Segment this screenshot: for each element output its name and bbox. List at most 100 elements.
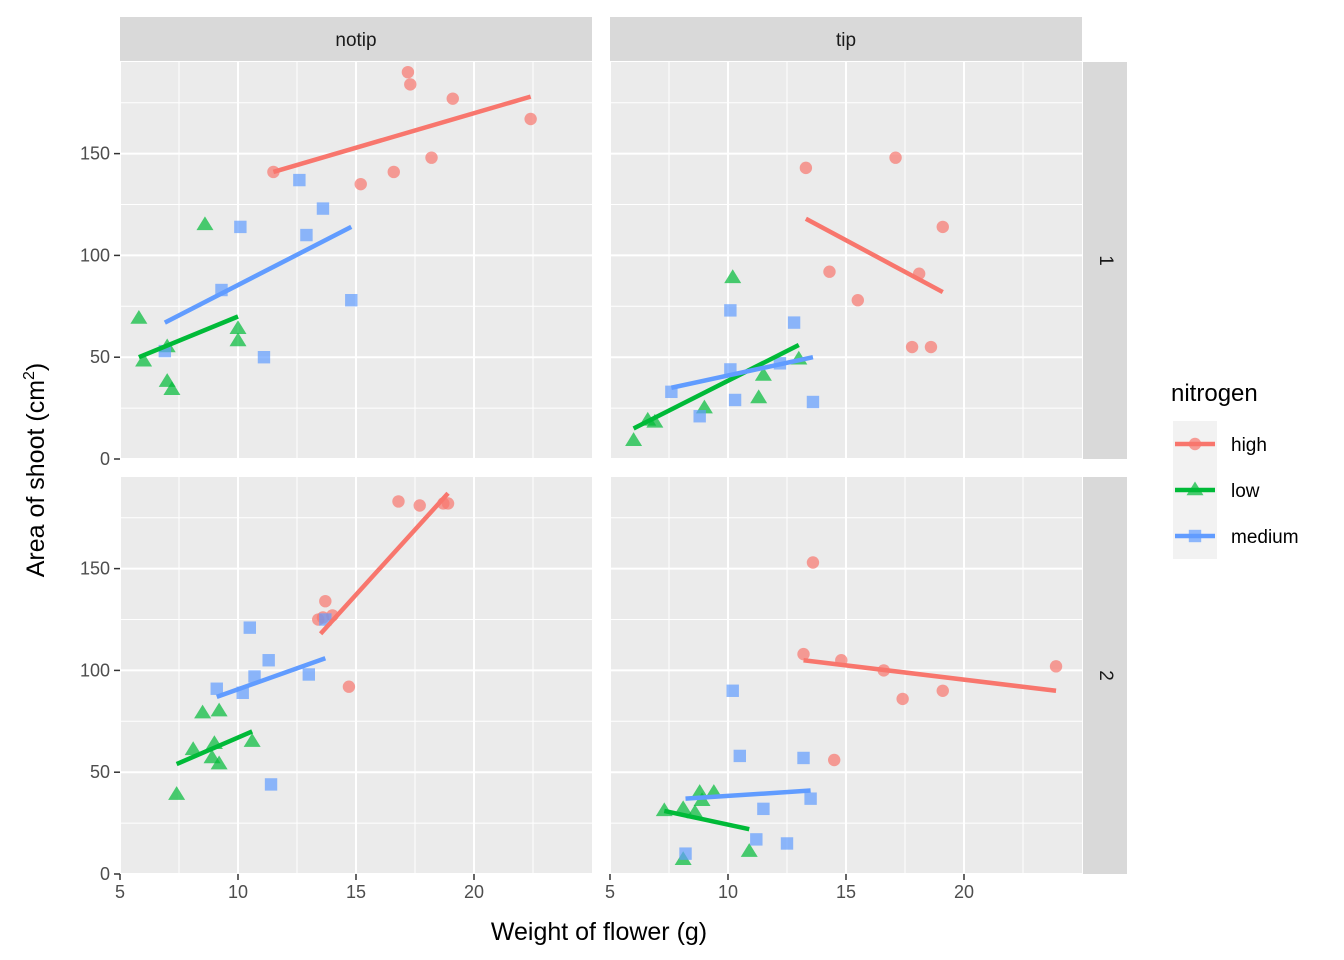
fit-line-medium bbox=[216, 656, 327, 699]
data-point bbox=[924, 340, 938, 354]
facet-row-strip-bg bbox=[1083, 477, 1127, 874]
data-point bbox=[243, 733, 261, 747]
data-point bbox=[679, 847, 692, 860]
data-point bbox=[823, 265, 836, 278]
y-tick-label: 100 bbox=[80, 660, 110, 680]
data-point bbox=[210, 702, 228, 717]
legend-key-symbol bbox=[1188, 529, 1202, 543]
data-point bbox=[750, 833, 763, 846]
data-point bbox=[936, 220, 949, 234]
data-point bbox=[693, 410, 706, 423]
data-point bbox=[345, 294, 358, 307]
facet-strip-bg bbox=[120, 17, 592, 61]
x-axis: 5 10 15 20 bbox=[605, 874, 974, 902]
data-point bbox=[724, 304, 737, 317]
legend-title: nitrogen bbox=[1171, 380, 1258, 407]
data-point bbox=[210, 682, 223, 695]
data-point bbox=[695, 399, 713, 414]
x-tick-label: 15 bbox=[836, 882, 856, 902]
panel-tip-2 bbox=[609, 477, 1082, 875]
legend-items: high low medium bbox=[1173, 421, 1299, 559]
legend-item-medium: medium bbox=[1173, 513, 1299, 559]
fit-line-high bbox=[318, 491, 450, 636]
y-axis: 0 50 100 150 bbox=[80, 559, 120, 884]
data-point bbox=[392, 495, 405, 508]
x-tick-label: 20 bbox=[954, 882, 974, 902]
data-point bbox=[413, 499, 426, 512]
data-point bbox=[851, 294, 864, 307]
y-axis-title-close: ) bbox=[22, 363, 50, 371]
data-point bbox=[674, 800, 692, 815]
data-point bbox=[754, 367, 772, 381]
x-tick-label: 5 bbox=[115, 882, 125, 902]
data-point bbox=[524, 112, 537, 126]
data-point bbox=[804, 792, 817, 805]
data-point bbox=[646, 413, 664, 428]
data-point bbox=[243, 621, 256, 634]
data-point bbox=[293, 173, 306, 187]
y-tick-label: 0 bbox=[100, 864, 110, 884]
data-point bbox=[728, 393, 742, 407]
x-tick-label: 10 bbox=[228, 882, 248, 902]
fit-line-low bbox=[175, 729, 254, 767]
data-point bbox=[257, 351, 271, 364]
series-medium bbox=[158, 173, 358, 364]
x-axis-title: Weight of flower (g) bbox=[491, 918, 707, 946]
data-point bbox=[750, 389, 768, 404]
facet-strip-tip: tip bbox=[610, 17, 1082, 61]
fit-line-high bbox=[272, 94, 532, 175]
data-point bbox=[404, 78, 417, 91]
fit-line-high bbox=[804, 216, 944, 295]
data-point bbox=[302, 668, 315, 681]
x-tick-label: 15 bbox=[346, 882, 366, 902]
facet-row-strip-label: 2 bbox=[1095, 670, 1116, 681]
panel-tip-1 bbox=[609, 62, 1082, 460]
y-tick-label: 50 bbox=[90, 347, 110, 367]
x-axis: 5 10 15 20 bbox=[115, 874, 484, 902]
data-point bbox=[446, 92, 459, 105]
data-point bbox=[757, 802, 770, 816]
data-point bbox=[780, 837, 794, 850]
data-point bbox=[726, 684, 739, 697]
data-point bbox=[203, 749, 221, 764]
data-point bbox=[229, 332, 247, 347]
data-point bbox=[1049, 660, 1063, 673]
data-point bbox=[342, 680, 356, 693]
panel-notip-1 bbox=[119, 62, 592, 460]
facet-strip-row-1: 1 bbox=[1083, 62, 1127, 459]
data-point bbox=[625, 432, 643, 446]
y-axis-title-main: Area of shoot (cm bbox=[22, 380, 50, 577]
series-high bbox=[799, 151, 949, 354]
data-point bbox=[130, 310, 148, 324]
data-point bbox=[387, 165, 400, 179]
data-point bbox=[691, 784, 709, 798]
x-tick-label: 20 bbox=[464, 882, 484, 902]
facet-strip-notip: notip bbox=[120, 17, 592, 61]
data-point bbox=[425, 151, 438, 164]
legend-key-symbol bbox=[1188, 437, 1202, 451]
data-point bbox=[740, 843, 758, 857]
legend: nitrogen high low medium bbox=[1171, 380, 1299, 559]
data-point bbox=[724, 269, 742, 284]
data-point bbox=[264, 778, 278, 791]
fit-line-low bbox=[663, 808, 750, 832]
data-point bbox=[300, 228, 313, 242]
x-tick-label: 10 bbox=[718, 882, 738, 902]
y-tick-label: 0 bbox=[100, 449, 110, 469]
x-tick-label: 5 bbox=[605, 882, 615, 902]
data-point bbox=[797, 647, 810, 661]
facet-strip-bg bbox=[610, 17, 1082, 61]
y-tick-label: 150 bbox=[80, 559, 110, 579]
data-point bbox=[210, 755, 228, 770]
y-axis-title-superscript: 2 bbox=[21, 371, 38, 380]
data-point bbox=[806, 556, 820, 569]
y-tick-label: 50 bbox=[90, 762, 110, 782]
data-point bbox=[936, 684, 949, 697]
legend-label: low bbox=[1231, 481, 1260, 502]
data-point bbox=[896, 692, 909, 706]
facet-strip-label: tip bbox=[836, 30, 856, 51]
facet-row-strip-label: 1 bbox=[1095, 255, 1116, 266]
series-high bbox=[797, 556, 1063, 767]
data-point bbox=[797, 751, 810, 765]
